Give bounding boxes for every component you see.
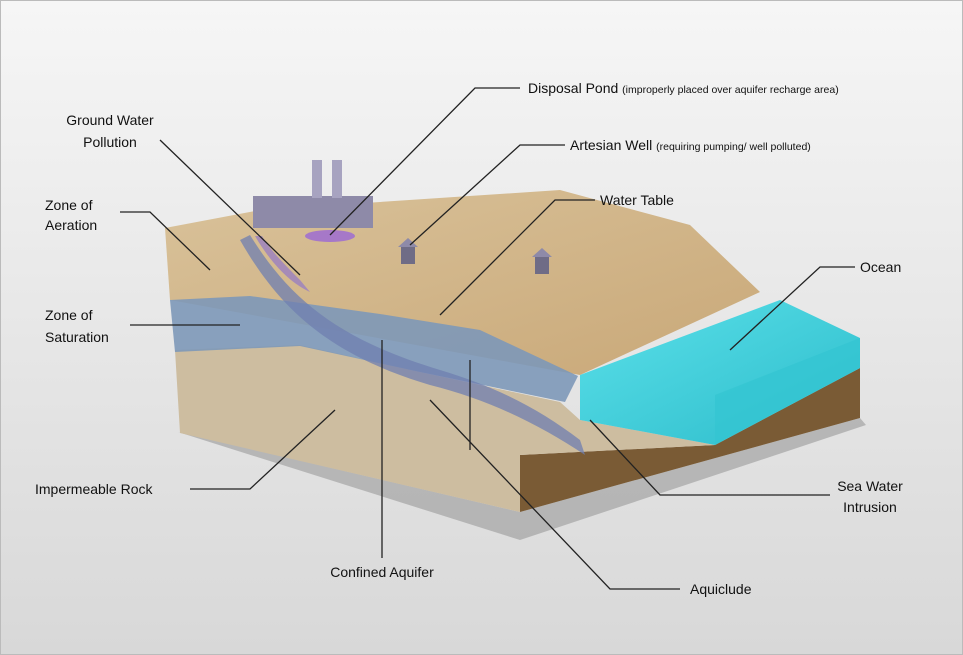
label: Aquiclude — [690, 581, 752, 597]
leader-line — [429, 399, 680, 590]
label: Ground Water — [66, 112, 154, 128]
leader-lines — [120, 87, 855, 590]
label-title: Disposal Pond — [528, 80, 618, 96]
label: Saturation — [45, 329, 109, 345]
label: Disposal Pond (improperly placed over aq… — [528, 80, 839, 96]
label: Ocean — [860, 259, 901, 275]
leader-line — [190, 409, 336, 490]
label: Sea Water — [837, 478, 903, 494]
label: Confined Aquifer — [330, 564, 434, 580]
confined-aquifer — [240, 235, 585, 455]
leader-line — [729, 266, 855, 351]
side-face — [520, 368, 860, 512]
shadow — [178, 418, 866, 540]
smokestack — [312, 160, 322, 198]
impermeable-rock — [175, 345, 715, 512]
label: Water Table — [600, 192, 674, 208]
label: Aeration — [45, 217, 97, 233]
leader-line — [589, 419, 830, 496]
well — [535, 256, 549, 274]
leader-line — [409, 144, 565, 246]
leader-line — [439, 199, 595, 316]
label-note: (improperly placed over aquifer recharge… — [622, 84, 839, 96]
leader-line — [120, 211, 211, 271]
pollution-plume — [255, 236, 310, 292]
labels: Disposal Pond (improperly placed over aq… — [35, 80, 903, 597]
well-roof — [532, 248, 552, 257]
label: Pollution — [83, 134, 137, 150]
label: Intrusion — [843, 499, 897, 515]
factory — [253, 196, 373, 228]
leader-line — [329, 87, 520, 236]
label: Zone of — [45, 307, 93, 323]
label-title: Artesian Well — [570, 137, 652, 153]
label: Zone of — [45, 197, 93, 213]
ocean-side — [715, 338, 860, 445]
ground-block — [165, 160, 866, 540]
label-note: (requiring pumping/ well polluted) — [656, 141, 811, 153]
smokestack — [332, 160, 342, 198]
ocean — [580, 300, 860, 445]
leader-line — [159, 139, 301, 276]
label: Artesian Well (requiring pumping/ well p… — [570, 137, 811, 153]
well — [401, 246, 415, 264]
disposal-pond — [305, 230, 355, 242]
well-roof — [398, 238, 418, 247]
label: Impermeable Rock — [35, 481, 153, 497]
